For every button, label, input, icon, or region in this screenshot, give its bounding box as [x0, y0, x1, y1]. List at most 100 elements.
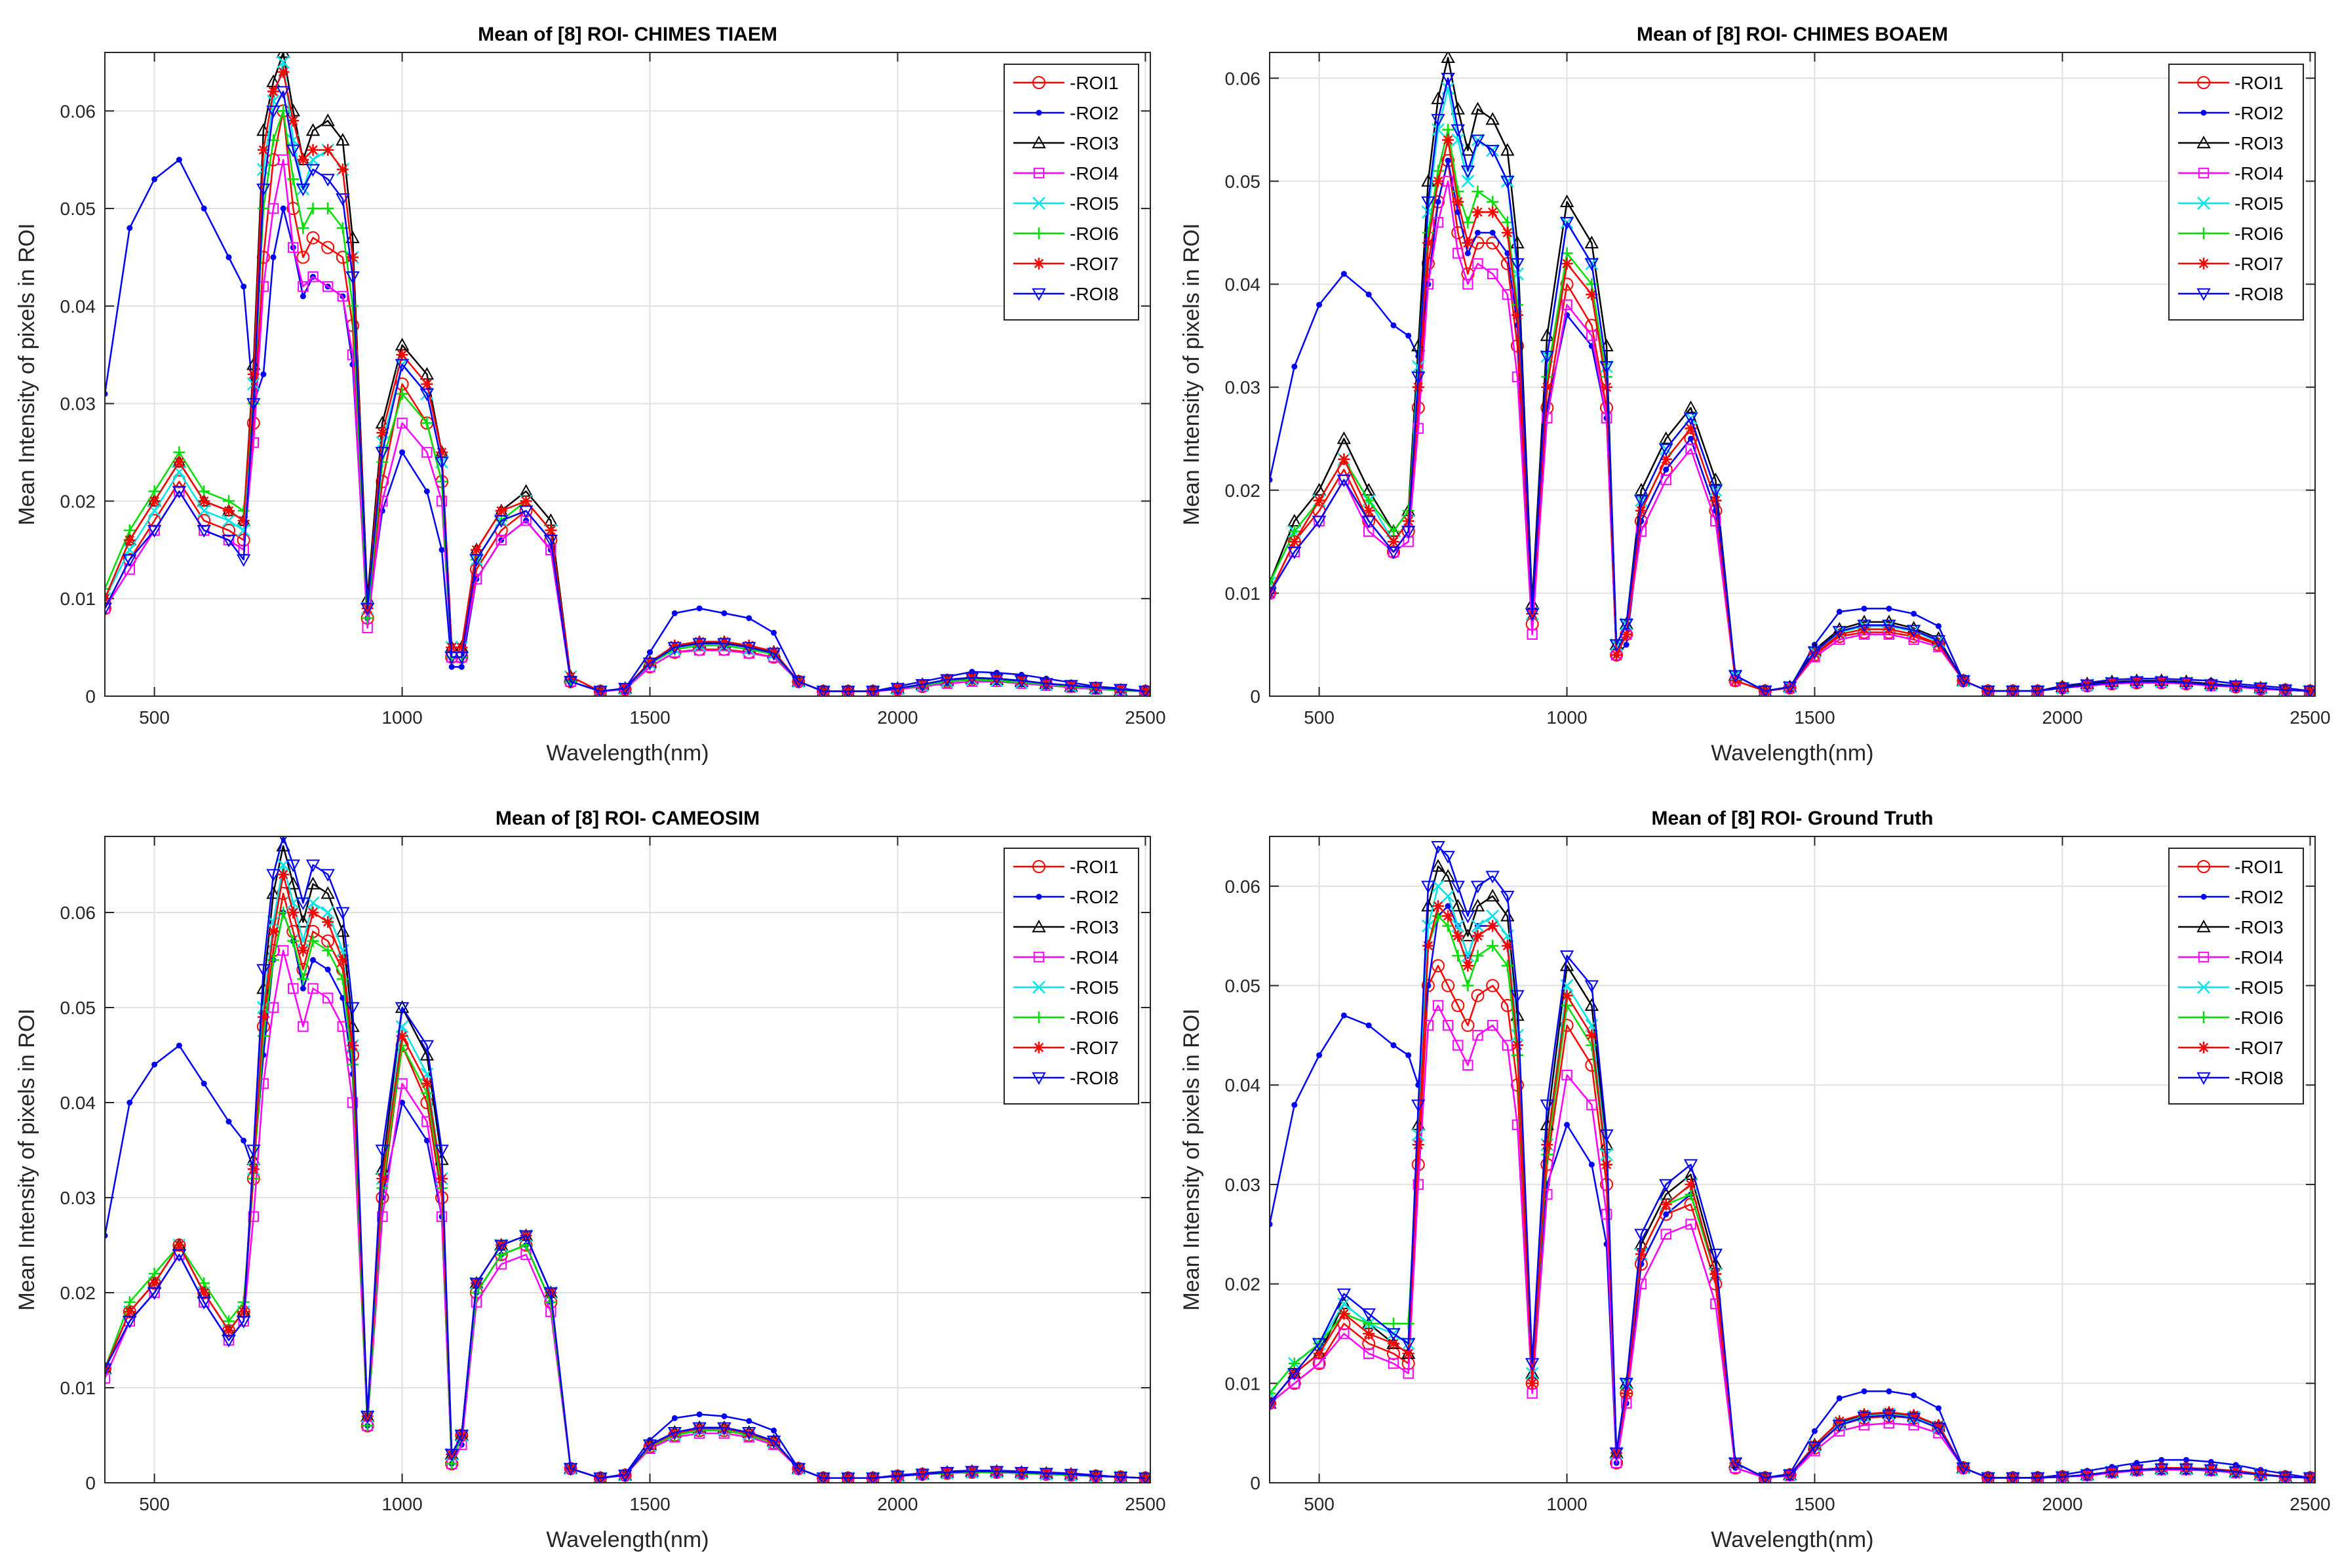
data-point-roi6	[1432, 910, 1445, 922]
x-axis-label: Wavelength(nm)	[1711, 741, 1873, 766]
legend-label: -ROI5	[1070, 977, 1119, 998]
data-point-roi8	[395, 359, 410, 372]
data-point-roi8	[236, 1316, 251, 1329]
data-point-roi8	[123, 554, 137, 567]
data-point-roi7	[743, 639, 755, 652]
chart-panel-4: 500 1000 1500 2000 2500 0 0.01 0.02 0.03 0.04 0.05…	[1179, 808, 2331, 1552]
data-point-roi4	[421, 446, 433, 458]
data-point-roi7	[693, 1422, 706, 1435]
data-point-roi8	[375, 446, 390, 460]
data-point-roi4	[1601, 1209, 1612, 1220]
x-tick-label: 1500	[629, 707, 670, 728]
data-point-roi8	[1857, 1411, 1871, 1424]
data-point-roi8	[563, 676, 578, 689]
data-point-roi3	[1485, 112, 1500, 125]
series-line-roi3	[1270, 56, 2311, 692]
data-point-roi7	[396, 349, 408, 361]
data-point-roi8	[321, 174, 335, 187]
data-point-roi4	[1453, 1040, 1464, 1051]
data-point-roi2	[439, 547, 445, 553]
data-point-roi7	[768, 645, 780, 657]
data-point-roi8	[1609, 1447, 1624, 1460]
data-point-roi8	[692, 638, 707, 651]
data-point-roi8	[286, 144, 300, 157]
data-point-roi7	[2304, 685, 2315, 696]
data-point-roi8	[940, 1466, 954, 1480]
data-point-roi4	[1338, 1328, 1350, 1339]
data-point-roi7	[1635, 505, 1647, 517]
data-point-roi3	[321, 113, 335, 127]
data-point-roi4	[1561, 299, 1572, 311]
series-line-roi6	[105, 110, 1146, 692]
data-point-roi2	[260, 371, 267, 378]
y-tick-label: 0.05	[1225, 976, 1261, 996]
data-point-roi8	[1441, 73, 1455, 86]
y-tick-label: 0.01	[1225, 583, 1261, 604]
data-point-roi7	[2230, 1464, 2242, 1477]
legend-label: -ROI5	[2234, 977, 2284, 998]
legend-label: -ROI1	[2234, 857, 2284, 877]
data-point-roi2	[1340, 271, 1347, 277]
data-point-roi7	[1363, 505, 1375, 517]
data-point-roi3	[1431, 91, 1445, 104]
data-point-roi7	[376, 1173, 389, 1185]
y-tick-label: 0.04	[60, 1093, 96, 1113]
data-point-roi8	[360, 1411, 375, 1424]
data-point-roi8	[1609, 639, 1624, 652]
data-point-roi8	[1907, 1413, 1921, 1426]
legend-label: -ROI6	[2234, 224, 2284, 244]
legend-marker	[2197, 76, 2210, 89]
data-point-roi8	[256, 964, 271, 977]
data-point-roi8	[236, 554, 251, 567]
data-point-roi8	[692, 1422, 707, 1435]
y-axis-label: Mean Intensity of pixels in ROI	[1179, 1008, 1204, 1310]
data-point-roi2	[1291, 363, 1298, 370]
legend-marker	[2197, 197, 2210, 210]
data-point-roi5	[1337, 1297, 1351, 1310]
data-point-roi8	[1510, 258, 1525, 271]
data-point-roi4	[288, 242, 299, 253]
data-point-roi8	[1336, 1288, 1352, 1301]
data-point-roi2	[241, 1137, 247, 1144]
data-point-roi8	[1470, 880, 1485, 893]
data-point-roi7	[1907, 1409, 1920, 1421]
data-point-roi8	[1619, 618, 1633, 632]
data-point-roi3	[1431, 859, 1445, 872]
legend-label: -ROI2	[2234, 887, 2284, 907]
data-point-roi8	[742, 642, 756, 655]
data-point-roi8	[345, 1002, 360, 1015]
legend-label: -ROI2	[2234, 103, 2284, 123]
data-point-roi1	[321, 241, 335, 254]
legend-label: -ROI3	[2234, 917, 2284, 937]
data-point-roi5	[222, 514, 235, 528]
data-point-roi6	[1387, 1318, 1399, 1330]
data-point-roi8	[2105, 1466, 2119, 1480]
data-point-roi8	[1312, 515, 1327, 528]
data-point-roi8	[147, 1287, 162, 1301]
data-point-roi2	[1365, 291, 1372, 298]
data-point-roi2	[225, 254, 232, 260]
data-point-roi8	[1956, 1462, 1970, 1476]
data-point-roi4	[1601, 412, 1612, 423]
data-point-roi7	[1511, 309, 1523, 321]
data-point-roi1	[1486, 236, 1500, 250]
y-tick-label: 0	[1250, 1473, 1260, 1493]
data-point-roi6	[1472, 186, 1484, 198]
legend-marker	[2198, 167, 2210, 179]
data-point-roi8	[444, 652, 459, 665]
data-point-roi2	[1935, 623, 1941, 629]
y-tick-label: 0	[85, 686, 96, 707]
data-point-roi8	[518, 505, 534, 519]
data-point-roi8	[1728, 1457, 1743, 1470]
data-point-roi8	[1584, 980, 1599, 993]
data-point-roi8	[172, 1249, 187, 1263]
data-point-roi8	[1460, 911, 1475, 924]
data-point-roi7	[1660, 453, 1672, 465]
data-point-roi8	[1451, 124, 1465, 137]
data-point-roi1	[1432, 959, 1445, 973]
data-point-roi8	[1336, 474, 1352, 488]
data-point-roi1	[1560, 1019, 1574, 1032]
data-point-roi7	[1422, 939, 1434, 952]
data-point-roi7	[287, 907, 300, 918]
data-point-roi7	[1932, 637, 1945, 650]
